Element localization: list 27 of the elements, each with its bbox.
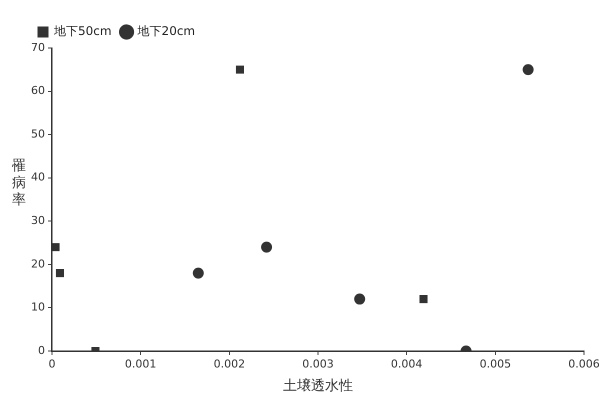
- x-tick-label: 0: [48, 357, 56, 370]
- x-tick-label: 0.006: [568, 357, 600, 370]
- x-tick-label: 0.004: [390, 357, 422, 370]
- point: [236, 66, 244, 74]
- point: [52, 243, 60, 252]
- y-tick-label: 50: [30, 127, 45, 140]
- y-axis-title: 罹病率: [11, 158, 27, 209]
- y-tick-label: 40: [30, 170, 45, 184]
- x-tick-label: 0.001: [124, 357, 156, 370]
- legend-label: 地下50cm: [53, 24, 112, 38]
- point: [192, 268, 204, 279]
- x-tick-label: 0.002: [214, 357, 246, 370]
- point: [354, 294, 366, 305]
- x-tick-label: 0.005: [480, 357, 512, 370]
- y-tick-label: 30: [30, 214, 45, 227]
- point: [419, 295, 428, 304]
- x-tick-label: 0.003: [302, 357, 334, 370]
- point: [56, 269, 64, 278]
- x-axis-title: 土壌透水性: [283, 378, 353, 394]
- point: [261, 242, 272, 253]
- y-tick-label: 10: [30, 300, 45, 314]
- legend-label: 地下20cm: [136, 24, 196, 38]
- point: [522, 64, 534, 76]
- y-tick-label: 0: [38, 344, 45, 357]
- y-tick-label: 20: [30, 257, 45, 270]
- y-tick-label: 70: [30, 40, 45, 54]
- y-tick-label: 60: [30, 84, 45, 98]
